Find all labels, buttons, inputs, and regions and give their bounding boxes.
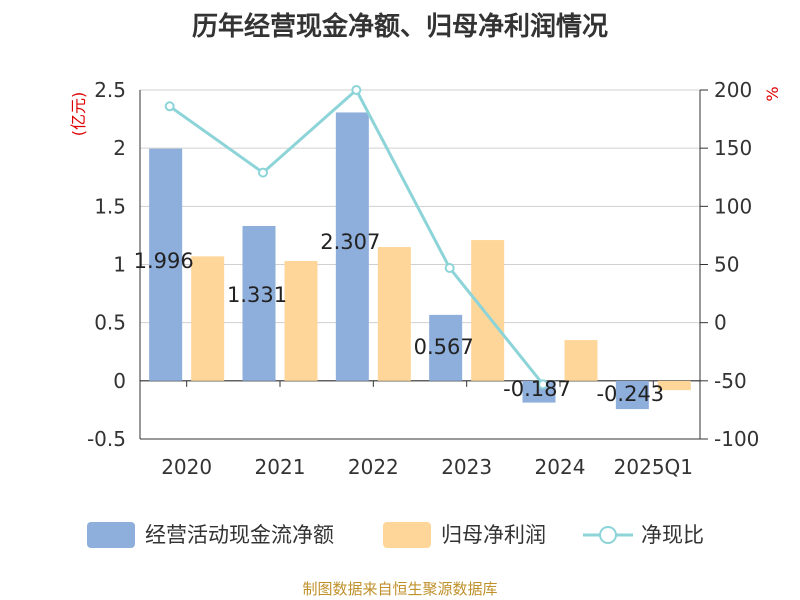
y-left-tick-label: 2.5 [94,78,126,102]
bar-cashflow [149,148,183,381]
ratio-point [258,167,268,178]
x-tick-label: 2025Q1 [614,455,693,479]
legend-swatch-net-profit [383,522,431,548]
bar-cashflow [615,380,649,410]
y-left-tick-label: 2 [113,136,126,160]
data-label: -0.187 [503,377,571,401]
x-tick-label: 2023 [441,455,492,479]
legend-label-cashflow: 经营活动现金流净额 [145,523,334,547]
y-right-tick-label: 150 [714,136,752,160]
y-right-tick-label: 0 [714,311,727,335]
bar-net-profit [191,256,225,381]
y-right-tick-label: 200 [714,78,752,102]
bar-net-profit [377,247,411,381]
bar-cashflow [242,225,276,381]
y-right-axis-unit: % [763,86,782,101]
data-label: 2.307 [320,230,380,254]
y-left-tick-label: 1 [113,253,126,277]
ratio-point [164,101,175,112]
data-label: 1.996 [134,249,194,273]
source-note: 制图数据来自恒生聚源数据库 [302,580,498,598]
y-left-tick-label: 0 [113,369,126,393]
x-tick-label: 2024 [535,455,586,479]
y-left-axis-unit: (亿元) [69,92,88,137]
bar-cashflow [335,112,369,381]
y-right-tick-label: 100 [714,194,752,218]
bar-net-profit [471,240,505,381]
ratio-point [351,85,362,95]
y-right-tick-label: -100 [714,427,759,451]
legend-swatch-cashflow [87,522,135,548]
y-right-tick-label: 50 [714,253,739,277]
x-tick-label: 2021 [255,455,306,479]
ratio-point [538,379,548,390]
y-left-tick-label: -0.5 [87,427,126,451]
ratio-point [444,262,455,273]
data-label: 0.567 [414,335,474,359]
y-right-tick-label: -50 [714,369,747,393]
x-tick-label: 2022 [348,455,399,479]
bar-net-profit [284,261,318,381]
legend-label-net-profit: 归母净利润 [441,523,546,547]
data-label: -0.243 [596,382,664,406]
y-left-tick-label: 0.5 [94,311,126,335]
bar-cashflow [429,314,463,381]
bar-net-profit [657,380,691,391]
chart-title: 历年经营现金净额、归母净利润情况 [191,12,608,42]
data-label: 1.331 [227,283,287,307]
y-left-tick-label: 1.5 [94,194,126,218]
x-tick-label: 2020 [161,455,212,479]
legend-label-ratio: 净现比 [641,523,704,547]
legend-marker-ratio [599,526,617,544]
bar-net-profit [564,340,598,381]
